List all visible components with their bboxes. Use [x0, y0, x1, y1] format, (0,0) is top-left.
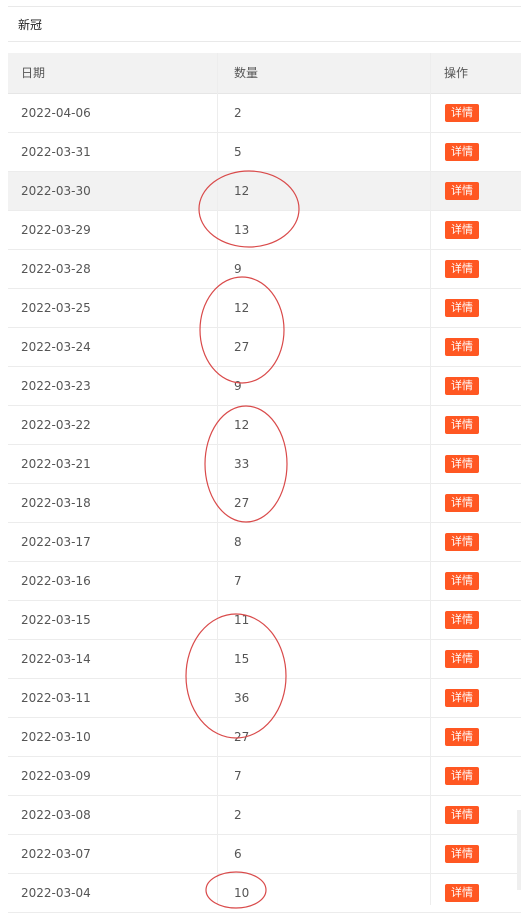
- date-cell: 2022-03-04: [21, 886, 91, 900]
- date-cell: 2022-03-10: [21, 730, 91, 744]
- date-cell: 2022-03-22: [21, 418, 91, 432]
- details-button[interactable]: 详情: [445, 806, 479, 824]
- details-button[interactable]: 详情: [445, 260, 479, 278]
- count-cell: 6: [234, 847, 242, 861]
- date-cell: 2022-03-25: [21, 301, 91, 315]
- details-button[interactable]: 详情: [445, 533, 479, 551]
- count-cell: 9: [234, 262, 242, 276]
- date-cell: 2022-03-09: [21, 769, 91, 783]
- count-cell: 5: [234, 145, 242, 159]
- count-cell: 27: [234, 730, 250, 744]
- details-button[interactable]: 详情: [445, 689, 479, 707]
- count-cell: 12: [234, 301, 250, 315]
- table-row: 2022-04-06 2 详情: [8, 94, 521, 133]
- count-cell: 12: [234, 418, 250, 432]
- date-cell: 2022-03-16: [21, 574, 91, 588]
- date-cell: 2022-03-23: [21, 379, 91, 393]
- table-row: 2022-03-14 15 详情: [8, 640, 521, 679]
- table-row: 2022-03-25 12 详情: [8, 289, 521, 328]
- details-button[interactable]: 详情: [445, 494, 479, 512]
- count-cell: 7: [234, 769, 242, 783]
- count-cell: 27: [234, 340, 250, 354]
- count-cell: 9: [234, 379, 242, 393]
- date-cell: 2022-03-07: [21, 847, 91, 861]
- table-header: 日期 数量 操作: [8, 53, 521, 94]
- date-cell: 2022-03-30: [21, 184, 91, 198]
- table-row: 2022-03-08 2 详情: [8, 796, 521, 835]
- count-cell: 27: [234, 496, 250, 510]
- table-row: 2022-03-30 12 详情: [8, 172, 521, 211]
- date-cell: 2022-03-15: [21, 613, 91, 627]
- column-header-date: 日期: [21, 66, 46, 80]
- details-button[interactable]: 详情: [445, 299, 479, 317]
- date-cell: 2022-03-08: [21, 808, 91, 822]
- table-row: 2022-03-21 33 详情: [8, 445, 521, 484]
- date-cell: 2022-03-17: [21, 535, 91, 549]
- count-cell: 7: [234, 574, 242, 588]
- count-cell: 36: [234, 691, 250, 705]
- details-button[interactable]: 详情: [445, 611, 479, 629]
- table-row: 2022-03-28 9 详情: [8, 250, 521, 289]
- count-cell: 15: [234, 652, 250, 666]
- count-cell: 13: [234, 223, 250, 237]
- count-cell: 10: [234, 886, 250, 900]
- details-button[interactable]: 详情: [445, 104, 479, 122]
- details-button[interactable]: 详情: [445, 455, 479, 473]
- table-row: 2022-03-07 6 详情: [8, 835, 521, 874]
- date-cell: 2022-03-21: [21, 457, 91, 471]
- details-button[interactable]: 详情: [445, 767, 479, 785]
- scrollbar[interactable]: [517, 810, 521, 890]
- details-button[interactable]: 详情: [445, 416, 479, 434]
- table-row: 2022-03-15 11 详情: [8, 601, 521, 640]
- date-cell: 2022-03-18: [21, 496, 91, 510]
- details-button[interactable]: 详情: [445, 182, 479, 200]
- table-row: 2022-03-17 8 详情: [8, 523, 521, 562]
- table-row: 2022-03-11 36 详情: [8, 679, 521, 718]
- table-row: 2022-03-10 27 详情: [8, 718, 521, 757]
- data-table: 日期 数量 操作 2022-04-06 2 详情 2022-03-31 5 详情…: [8, 53, 521, 913]
- title-bar: 新冠: [8, 6, 521, 42]
- table-row: 2022-03-29 13 详情: [8, 211, 521, 250]
- date-cell: 2022-03-14: [21, 652, 91, 666]
- count-cell: 8: [234, 535, 242, 549]
- table-row: 2022-03-04 10 详情: [8, 874, 521, 913]
- details-button[interactable]: 详情: [445, 650, 479, 668]
- count-cell: 33: [234, 457, 250, 471]
- table-row: 2022-03-31 5 详情: [8, 133, 521, 172]
- count-cell: 2: [234, 808, 242, 822]
- column-header-count: 数量: [234, 66, 259, 80]
- date-cell: 2022-03-28: [21, 262, 91, 276]
- table-row: 2022-03-22 12 详情: [8, 406, 521, 445]
- table-row: 2022-03-18 27 详情: [8, 484, 521, 523]
- column-header-action: 操作: [444, 66, 469, 80]
- date-cell: 2022-03-24: [21, 340, 91, 354]
- table-row: 2022-03-24 27 详情: [8, 328, 521, 367]
- page-title: 新冠: [18, 18, 43, 32]
- count-cell: 11: [234, 613, 250, 627]
- table-row: 2022-03-09 7 详情: [8, 757, 521, 796]
- date-cell: 2022-03-11: [21, 691, 91, 705]
- details-button[interactable]: 详情: [445, 845, 479, 863]
- details-button[interactable]: 详情: [445, 377, 479, 395]
- details-button[interactable]: 详情: [445, 143, 479, 161]
- count-cell: 12: [234, 184, 250, 198]
- date-cell: 2022-03-31: [21, 145, 91, 159]
- details-button[interactable]: 详情: [445, 884, 479, 902]
- table-row: 2022-03-16 7 详情: [8, 562, 521, 601]
- details-button[interactable]: 详情: [445, 221, 479, 239]
- table-row: 2022-03-23 9 详情: [8, 367, 521, 406]
- details-button[interactable]: 详情: [445, 338, 479, 356]
- count-cell: 2: [234, 106, 242, 120]
- date-cell: 2022-03-29: [21, 223, 91, 237]
- date-cell: 2022-04-06: [21, 106, 91, 120]
- details-button[interactable]: 详情: [445, 572, 479, 590]
- details-button[interactable]: 详情: [445, 728, 479, 746]
